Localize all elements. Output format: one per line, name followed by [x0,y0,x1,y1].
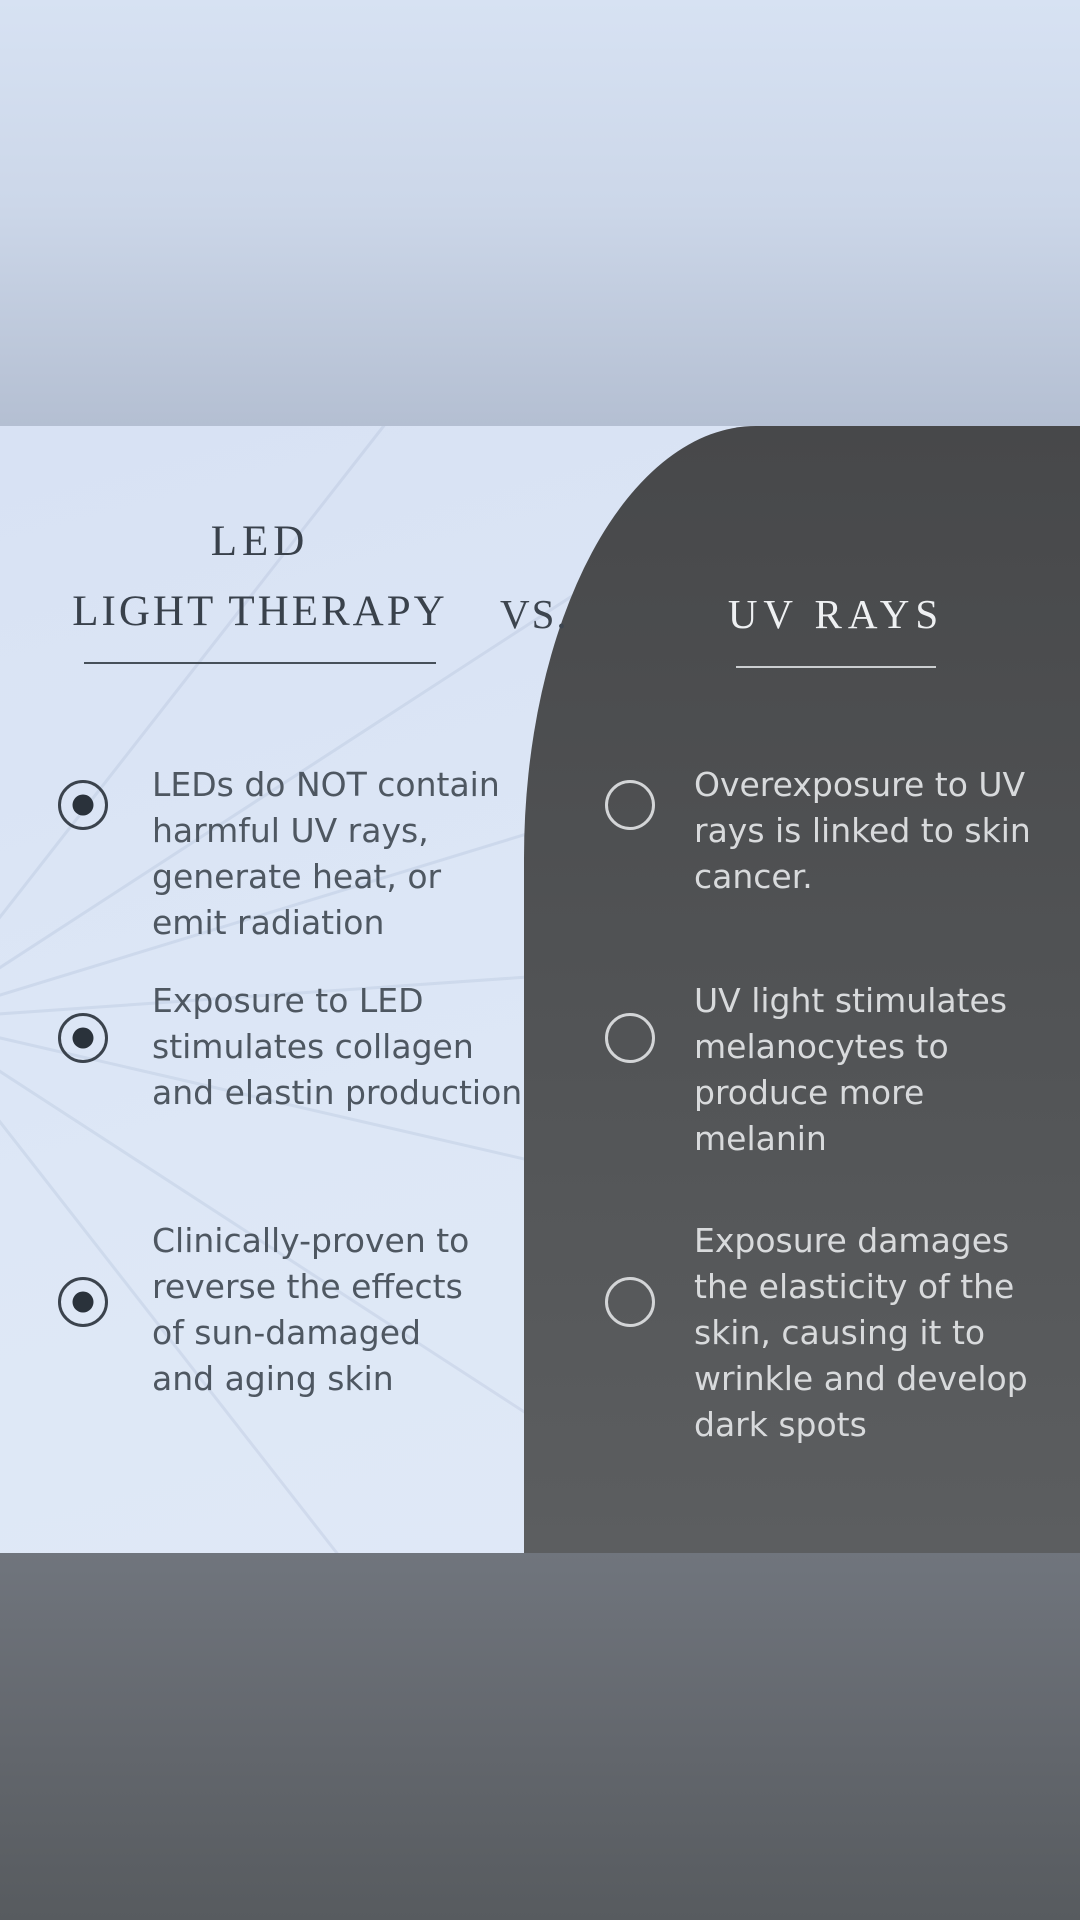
radio-dot [72,794,94,816]
radio-selected-icon [58,1277,108,1327]
text-line: Exposure to LED [152,981,424,1020]
comparison-card: LED LIGHT THERAPY VS. UV RAYS LEDs do NO… [0,426,1080,1553]
led-point-2: Exposure to LED stimulates collagen and … [152,978,522,1116]
radio-selected-icon [58,1013,108,1063]
uv-title-underline [736,666,936,668]
led-point-1: LEDs do NOT contain harmful UV rays, gen… [152,762,500,946]
text-line: and elastin production [152,1073,523,1112]
uv-panel [524,426,1080,1553]
led-title-line2: LIGHT THERAPY [72,588,448,635]
led-title-line1: LED [210,518,310,565]
radio-dot [72,1291,94,1313]
top-background [0,0,1080,426]
radio-dot [72,1027,94,1049]
uv-point-1: Overexposure to UV rays is linked to ski… [694,762,1031,900]
text-line: the elasticity of the [694,1267,1015,1306]
uv-title-block: UV RAYS [700,586,972,668]
text-line: of sun-damaged [152,1313,421,1352]
led-title-block: LED LIGHT THERAPY [68,514,452,664]
text-line: rays is linked to skin [694,811,1031,850]
text-line: melanin [694,1119,827,1158]
text-line: and aging skin [152,1359,394,1398]
text-line: cancer. [694,857,813,896]
uv-point-3: Exposure damages the elasticity of the s… [694,1218,1028,1448]
text-line: generate heat, or [152,857,442,896]
bottom-background [0,1553,1080,1920]
text-line: Overexposure to UV [694,765,1026,804]
text-line: produce more [694,1073,925,1112]
uv-title: UV RAYS [727,591,945,637]
text-line: stimulates collagen [152,1027,474,1066]
text-line: skin, causing it to [694,1313,986,1352]
radio-selected-icon [58,780,108,830]
text-line: wrinkle and develop [694,1359,1028,1398]
text-line: Clinically-proven to [152,1221,470,1260]
text-line: reverse the effects [152,1267,463,1306]
text-line: melanocytes to [694,1027,949,1066]
uv-point-2: UV light stimulates melanocytes to produ… [694,978,1007,1162]
text-line: harmful UV rays, [152,811,429,850]
radio-unselected-icon [605,1277,655,1327]
radio-unselected-icon [605,780,655,830]
text-line: Exposure damages [694,1221,1010,1260]
text-line: LEDs do NOT contain [152,765,500,804]
text-line: emit radiation [152,903,385,942]
led-point-3: Clinically-proven to reverse the effects… [152,1218,469,1402]
text-line: UV light stimulates [694,981,1008,1020]
vs-label: VS. [500,591,569,637]
text-line: dark spots [694,1405,867,1444]
radio-unselected-icon [605,1013,655,1063]
led-title-underline [84,662,436,664]
